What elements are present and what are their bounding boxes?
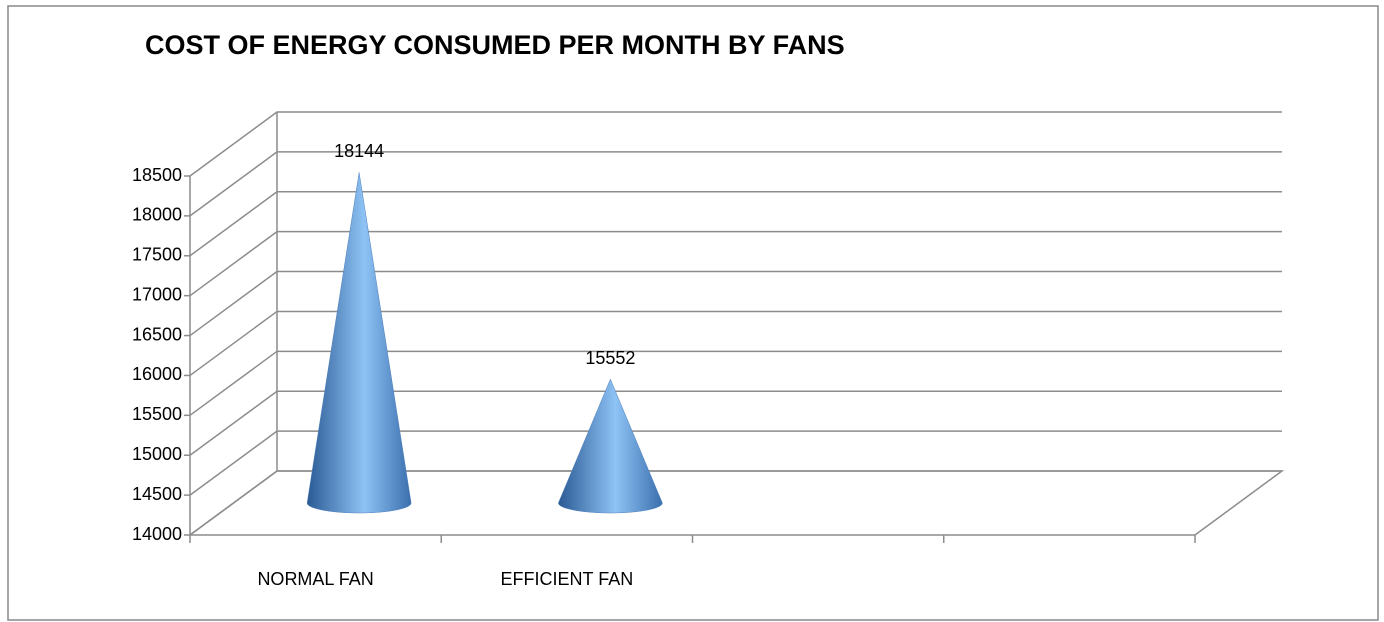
y-tick-label: 14000 [132, 524, 182, 544]
grid-line [189, 310, 1282, 377]
y-tick-label: 15000 [132, 444, 182, 464]
grid-line [189, 390, 1282, 456]
y-tick-label: 16000 [132, 364, 182, 384]
y-tick-label: 18500 [132, 165, 182, 185]
value-label: 18144 [334, 141, 384, 161]
grid-line [189, 470, 1282, 536]
y-tick-label: 14500 [132, 484, 182, 504]
chart-frame [7, 5, 1379, 621]
grid-line [189, 430, 1282, 496]
value-label: 15552 [585, 348, 635, 368]
chart-title: COST OF ENERGY CONSUMED PER MONTH BY FAN… [145, 30, 845, 60]
grid-line [189, 230, 1282, 297]
y-tick-label: 16500 [132, 324, 182, 344]
grid-line [189, 191, 1282, 257]
y-tick-label: 17500 [132, 245, 182, 265]
grid-line [189, 151, 1282, 217]
grid-line [189, 111, 1282, 177]
grid-line [189, 350, 1282, 416]
y-tick-label: 18000 [132, 205, 182, 225]
y-tick-label: 15500 [132, 404, 182, 424]
x-tick-label: NORMAL FAN [257, 569, 373, 589]
cone [558, 378, 663, 514]
grid-line [189, 270, 1282, 337]
cone [306, 172, 412, 514]
x-tick-label: EFFICIENT FAN [501, 569, 634, 589]
y-tick-label: 17000 [132, 284, 182, 304]
